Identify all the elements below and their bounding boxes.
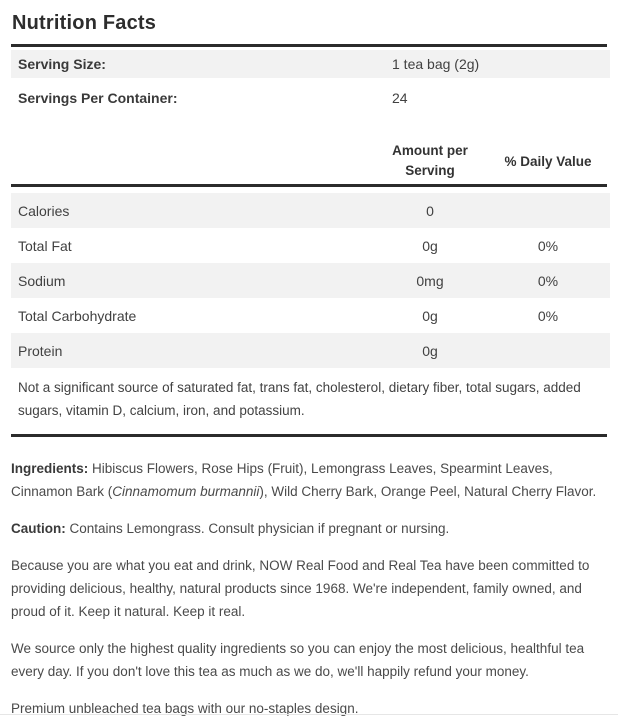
ingredients-paragraph: Ingredients: Hibiscus Flowers, Rose Hips… [11, 457, 615, 503]
nutrient-daily-value: 0% [537, 272, 559, 289]
nutrient-label: Total Carbohydrate [18, 307, 137, 324]
table-row-protein: Protein 0g [11, 333, 610, 368]
nutrient-label: Total Fat [18, 237, 72, 254]
nutrient-amount: 0g [422, 307, 438, 324]
bottom-divider [0, 714, 618, 715]
servings-per-container-value: 24 [392, 90, 408, 106]
servings-per-container-label: Servings Per Container: [18, 90, 178, 106]
table-header-row: Amount per Serving % Daily Value [11, 138, 610, 184]
divider-top [11, 44, 607, 47]
serving-size-label: Serving Size: [18, 56, 106, 72]
caution-paragraph: Caution: Contains Lemongrass. Consult ph… [11, 517, 615, 540]
tea-bags-paragraph: Premium unbleached tea bags with our no-… [11, 701, 359, 716]
ingredients-latin-name: Cinnamomum burmannii [112, 484, 260, 499]
divider-header [11, 184, 607, 187]
ingredients-label: Ingredients: [11, 461, 89, 476]
nutrient-daily-value: 0% [537, 307, 559, 324]
caution-label: Caution: [11, 521, 66, 536]
daily-value-header: % Daily Value [504, 153, 592, 169]
nutrient-label: Calories [18, 202, 70, 219]
table-row-total-fat: Total Fat 0g 0% [11, 228, 610, 263]
brand-story-paragraph: Because you are what you eat and drink, … [11, 558, 590, 619]
quality-promise-paragraph: We source only the highest quality ingre… [11, 641, 585, 679]
nutrient-amount: 0mg [416, 272, 444, 289]
nutrient-amount: 0 [426, 202, 434, 219]
page-title: Nutrition Facts [12, 12, 157, 34]
nutrient-label: Sodium [18, 272, 66, 289]
table-row-sodium: Sodium 0mg 0% [11, 263, 610, 298]
table-row-total-carbohydrate: Total Carbohydrate 0g 0% [11, 298, 610, 333]
table-row-calories: Calories 0 [11, 193, 610, 228]
nutrient-amount: 0g [422, 237, 438, 254]
table-footnote: Not a significant source of saturated fa… [18, 380, 581, 418]
nutrient-daily-value: 0% [537, 237, 559, 254]
serving-info: Serving Size: 1 tea bag (2g) Servings Pe… [11, 50, 610, 112]
nutrient-label: Protein [18, 342, 63, 359]
ingredients-text-end: ), Wild Cherry Bark, Orange Peel, Natura… [259, 484, 597, 499]
divider-bottom [11, 434, 607, 437]
serving-size-value: 1 tea bag (2g) [392, 56, 480, 72]
amount-per-serving-header: Amount per Serving [392, 143, 468, 178]
servings-per-container-row: Servings Per Container: 24 [11, 84, 610, 112]
nutrient-table: Calories 0 Total Fat 0g 0% Sodium 0mg 0%… [11, 193, 610, 368]
nutrient-amount: 0g [422, 342, 438, 359]
serving-size-row: Serving Size: 1 tea bag (2g) [11, 50, 610, 78]
ingredients-text: Hibiscus Flowers, Rose Hips (Fruit), Lem… [11, 461, 553, 499]
description-section: Ingredients: Hibiscus Flowers, Rose Hips… [11, 457, 615, 717]
caution-text: Contains Lemongrass. Consult physician i… [65, 521, 450, 536]
